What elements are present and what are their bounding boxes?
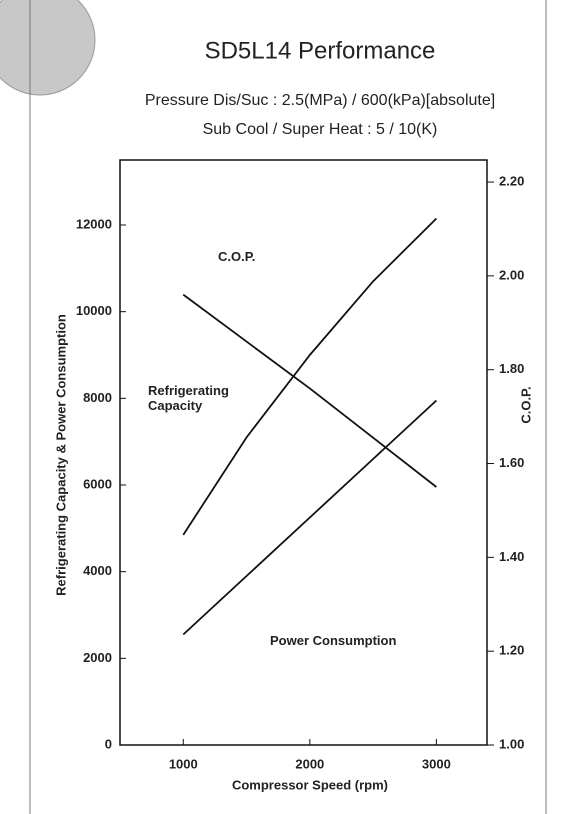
- subtitle: Pressure Dis/Suc : 2.5(MPa) / 600(kPa)[a…: [145, 92, 495, 109]
- series-line: [182, 293, 437, 488]
- plot-frame: [119, 159, 488, 746]
- y-tick-label: 6000: [83, 476, 112, 491]
- y2-axis-title: C.O.P.: [518, 386, 533, 423]
- y2-tick-label: 1.20: [499, 643, 524, 658]
- y2-tick-label: 1.80: [499, 361, 524, 376]
- chart-title: SD5L14 Performance: [205, 37, 436, 64]
- y-tick-label: 8000: [83, 390, 112, 405]
- series-label: Power Consumption: [270, 633, 397, 648]
- series-label: C.O.P.: [218, 249, 256, 264]
- series-line: [182, 399, 437, 636]
- y-tick-label: 10000: [76, 303, 112, 318]
- y2-tick-label: 1.60: [499, 455, 524, 470]
- y2-tick-label: 1.00: [499, 736, 524, 751]
- y-axis-title: Refrigerating Capacity & Power Consumpti…: [53, 314, 68, 596]
- y-tick-label: 12000: [76, 216, 112, 231]
- x-tick-label: 1000: [169, 756, 198, 771]
- compressor-image: [0, 0, 96, 96]
- y-tick-label: 4000: [83, 563, 112, 578]
- x-axis-title: Compressor Speed (rpm): [232, 777, 388, 792]
- series-label: Refrigerating Capacity: [148, 383, 229, 413]
- y2-tick-label: 2.00: [499, 267, 524, 282]
- subtitle: Sub Cool / Super Heat : 5 / 10(K): [203, 121, 438, 138]
- y-tick-label: 2000: [83, 650, 112, 665]
- y2-tick-label: 2.20: [499, 173, 524, 188]
- y-tick-label: 0: [105, 736, 112, 751]
- y2-tick-label: 1.40: [499, 549, 524, 564]
- series-line: [182, 217, 438, 536]
- x-tick-label: 2000: [295, 756, 324, 771]
- x-tick-label: 3000: [422, 756, 451, 771]
